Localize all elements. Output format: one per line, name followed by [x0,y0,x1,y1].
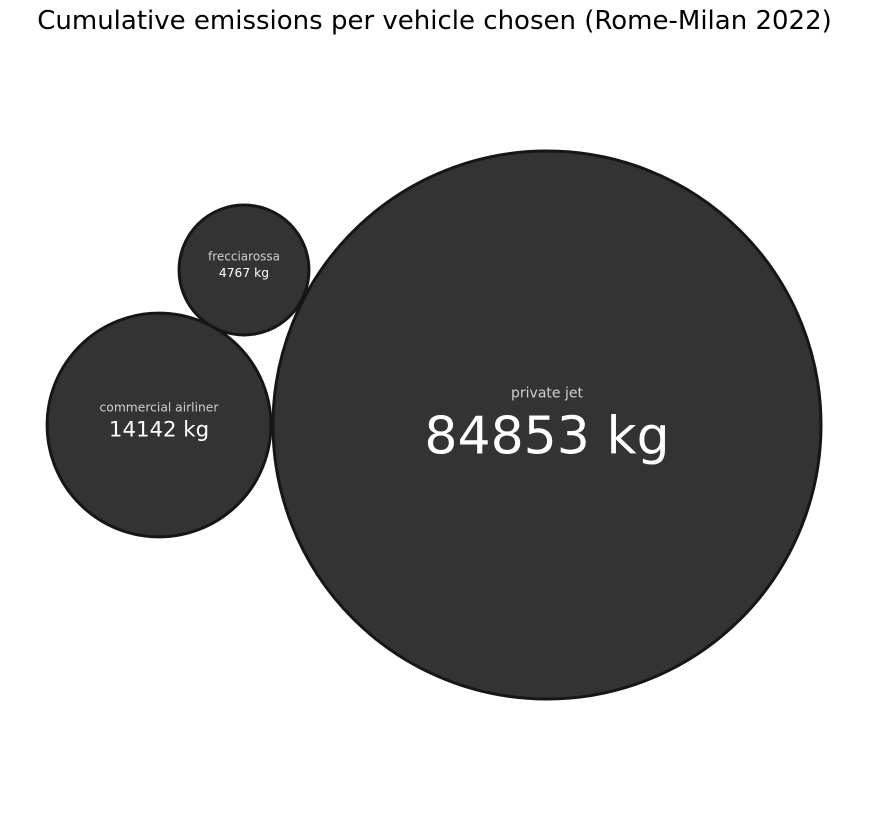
chart-title: Cumulative emissions per vehicle chosen … [37,6,832,36]
bubble-frecciarossa [177,203,311,337]
bubble-value-commercial-airliner: 14142 kg [109,418,209,443]
bubble-value-frecciarossa: 4767 kg [219,266,269,280]
bubble-private-jet [271,149,823,701]
bubbles-group: private jet 84853 kg commercial airliner 14… [45,149,823,701]
bubble-commercial-airliner [45,311,273,539]
bubble-label-commercial-airliner: commercial airliner [100,400,220,414]
bubble-label-frecciarossa: frecciarossa [208,249,280,263]
bubble-label-private-jet: private jet [511,386,583,402]
bubble-value-private-jet: 84853 kg [424,407,669,467]
